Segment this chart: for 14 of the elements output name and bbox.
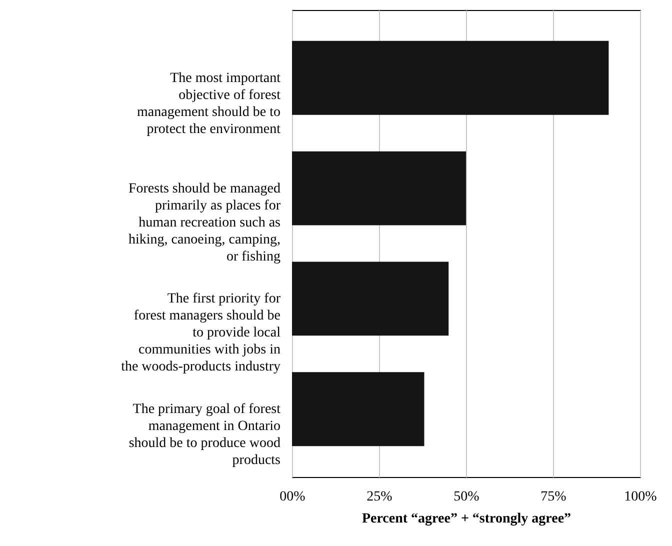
x-tick-label: 50% — [454, 490, 480, 504]
x-axis-title: Percent “agree” + “strongly agree” — [362, 512, 572, 526]
y-tick-label: Forests should be managed primarily as places for human recreation such as hiking, canoeing, camping, or fishing — [128, 181, 281, 264]
y-tick-label: The most important objective of forest management should be to protect the environment — [137, 70, 281, 137]
y-tick-label: The first priority for forest managers should be to provide local communities with jobs in the woods-products industry — [121, 292, 281, 375]
x-tick-label: 75% — [540, 490, 567, 504]
bar — [292, 372, 424, 446]
bar — [292, 262, 449, 336]
bar — [292, 151, 466, 226]
bar — [292, 40, 609, 115]
x-tick-label: 100% — [624, 490, 658, 504]
x-tick-label: 00% — [280, 490, 306, 504]
y-tick-label: The primary goal of forest management in Ontario should be to produce wood products — [128, 402, 281, 468]
x-tick-label: 25% — [366, 490, 393, 504]
